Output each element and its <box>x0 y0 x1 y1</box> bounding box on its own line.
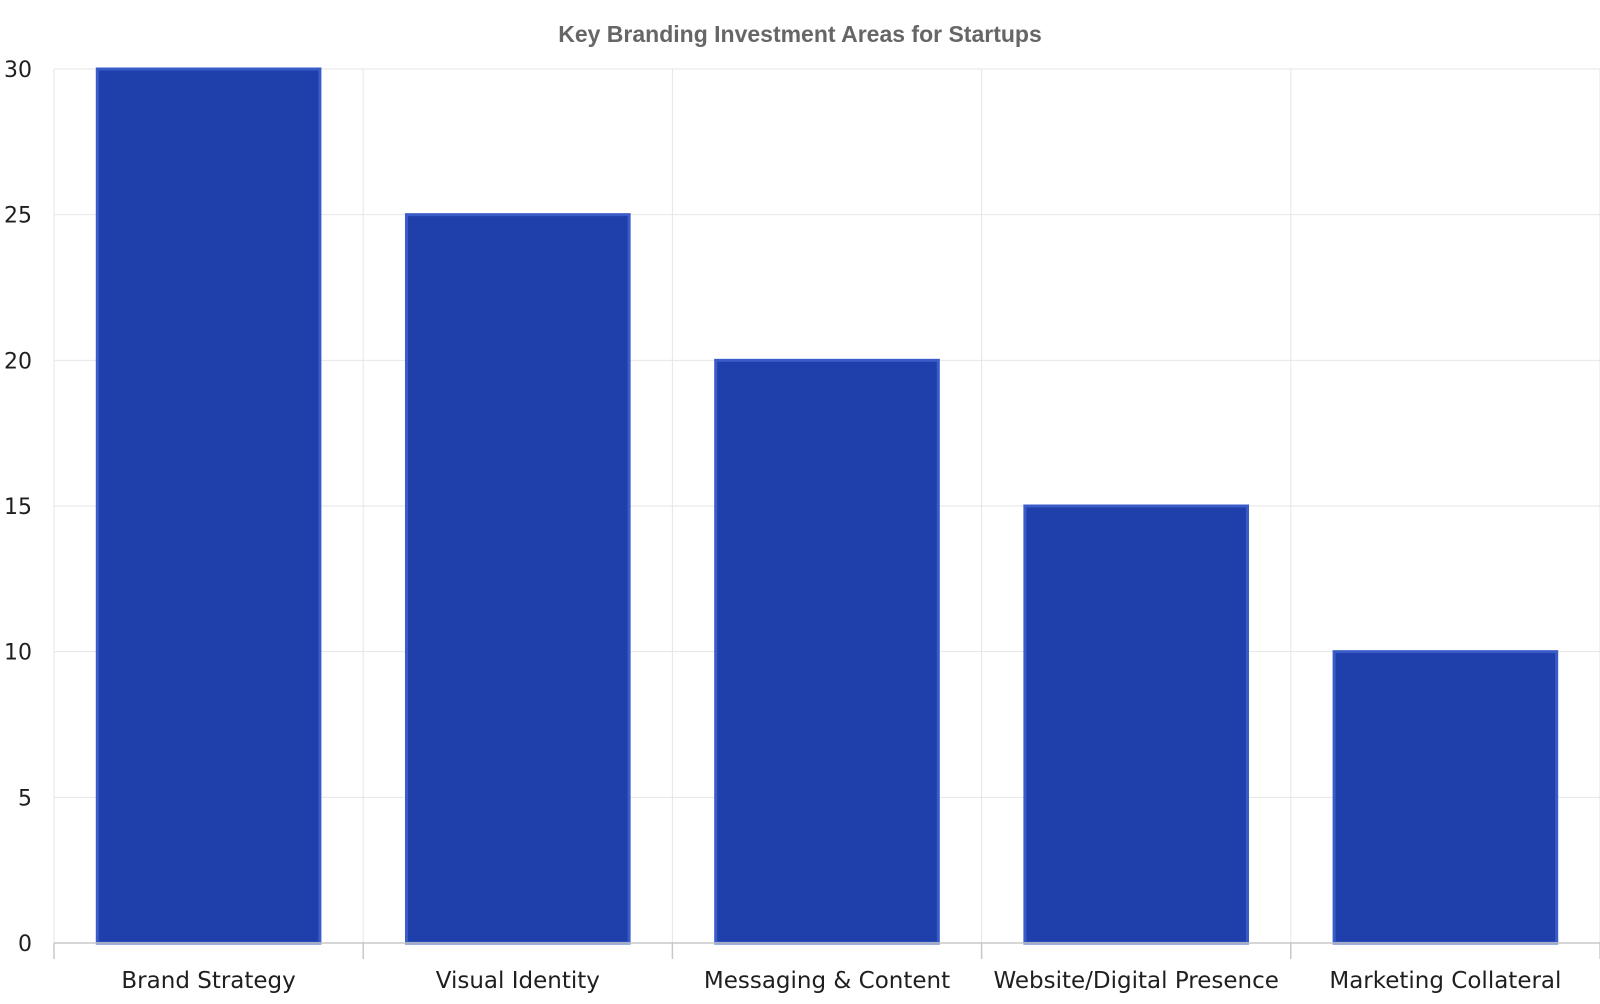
y-tick-label: 5 <box>18 786 32 811</box>
y-tick-label: 30 <box>4 58 32 83</box>
bar-marketing-collateral <box>1332 650 1559 945</box>
y-tick-label: 15 <box>4 495 32 520</box>
axes-layer <box>53 942 1600 959</box>
labels-layer: 0 5 10 15 20 25 30 Brand Strategy Visual Identit… <box>4 58 1561 994</box>
bar-visual-identity <box>404 213 631 945</box>
x-category-label: Messaging & Content <box>704 968 950 994</box>
x-category-label: Website/Digital Presence <box>993 968 1278 994</box>
bar-brand-strategy <box>95 67 322 945</box>
x-category-label: Brand Strategy <box>121 968 295 994</box>
y-tick-label: 25 <box>4 204 32 229</box>
y-tick-label: 20 <box>4 349 32 374</box>
bars-layer <box>95 67 1559 945</box>
x-category-label: Visual Identity <box>436 968 600 994</box>
chart-title: Key Branding Investment Areas for Startu… <box>558 21 1042 47</box>
x-category-label: Marketing Collateral <box>1329 968 1561 994</box>
y-tick-label: 0 <box>18 932 32 957</box>
bar-messaging-content <box>714 358 940 945</box>
bar-website-digital-presence <box>1023 504 1250 945</box>
y-tick-label: 10 <box>4 641 32 666</box>
